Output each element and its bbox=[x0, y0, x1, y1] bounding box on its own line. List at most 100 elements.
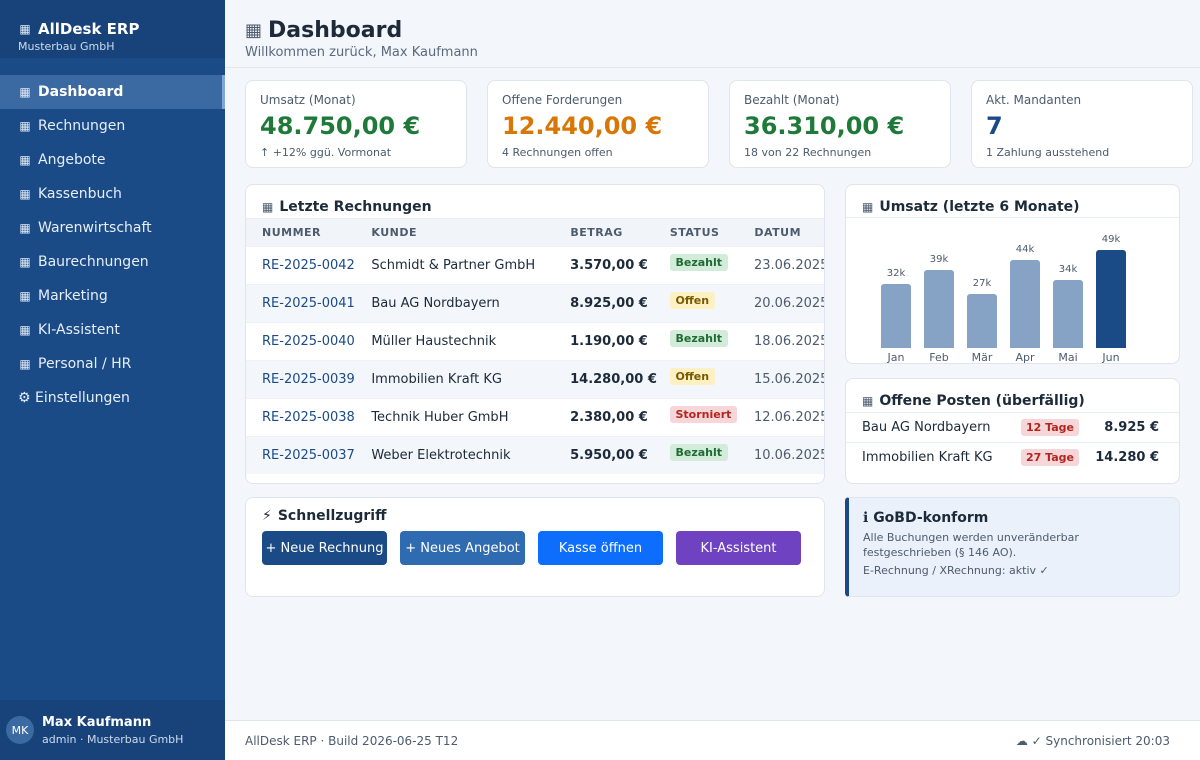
sidebar-item-cashbook[interactable]: ▦ Kassenbuch bbox=[0, 177, 225, 211]
sidebar-item-label: Rechnungen bbox=[38, 118, 126, 134]
sidebar-item-offer[interactable]: ▦ Angebote bbox=[0, 143, 225, 177]
col-status[interactable]: STATUS bbox=[669, 226, 720, 239]
avatar: MK bbox=[6, 716, 34, 744]
kpi-card: Akt. Mandanten 7 1 Zahlung ausstehend bbox=[971, 80, 1193, 168]
invoice-number-link[interactable]: RE-2025-0038 bbox=[262, 410, 355, 425]
table-row[interactable]: RE-2025-0041 Bau AG Nordbayern 8.925,00 € O… bbox=[246, 284, 824, 322]
cashbook-icon: ▦ bbox=[19, 187, 31, 201]
invoice-amount: 8.925,00 € bbox=[570, 296, 648, 311]
invoice-date: 23.06.2025 bbox=[753, 258, 825, 273]
col-betrag[interactable]: BETRAG bbox=[570, 226, 623, 239]
dashboard-icon: ▦ bbox=[19, 85, 31, 99]
kpi-card: Umsatz (Monat) 48.750,00 € ↑ +12% ggü. Vor… bbox=[245, 80, 467, 168]
revenue-chart-card: ▦ Umsatz (letzte 6 Monate) 32k Jan 39k Feb 2… bbox=[845, 184, 1180, 364]
bar-value-label: 27k bbox=[972, 278, 992, 289]
sidebar-item-hr[interactable]: ▦ Personal / HR bbox=[0, 347, 225, 381]
invoice-date: 18.06.2025 bbox=[753, 334, 825, 349]
new-offer-button[interactable]: + Neues Angebot bbox=[400, 531, 525, 565]
kpi-value: 7 bbox=[986, 112, 1003, 140]
sidebar-item-label: KI-Assistent bbox=[38, 322, 120, 338]
brand-title: AllDesk ERP bbox=[38, 20, 140, 38]
open-cash-button[interactable]: Kasse öffnen bbox=[538, 531, 663, 565]
bar-category-label: Mär bbox=[971, 351, 993, 364]
sidebar-item-label: Personal / HR bbox=[38, 356, 132, 372]
kpi-card: Offene Forderungen 12.440,00 € 4 Rechnunge… bbox=[487, 80, 709, 168]
overdue-amount: 14.280 € bbox=[1095, 450, 1159, 465]
table-row[interactable]: RE-2025-0042 Schmidt & Partner GmbH 3.570,… bbox=[246, 246, 824, 284]
gobd-note: E-Rechnung / XRechnung: aktiv ✓ bbox=[863, 564, 1049, 577]
invoice-date: 20.06.2025 bbox=[753, 296, 825, 311]
footer: AllDesk ERP · Build 2026-06-25 T12 ☁ ✓ S… bbox=[225, 720, 1200, 760]
overdue-row[interactable]: Immobilien Kraft KG 27 Tage 14.280 € bbox=[846, 442, 1179, 472]
grid-icon: ▦ bbox=[19, 22, 31, 36]
customer-name: Schmidt & Partner GmbH bbox=[371, 258, 536, 273]
bar-value-label: 34k bbox=[1058, 264, 1078, 275]
bar-category-label: Jun bbox=[1102, 351, 1120, 364]
kpi-label: Umsatz (Monat) bbox=[260, 93, 356, 107]
recent-invoices-card: ▦ Letzte Rechnungen NUMMER KUNDE BETRAG … bbox=[245, 184, 825, 484]
kpi-note: 4 Rechnungen offen bbox=[502, 146, 613, 159]
status-badge: Bezahlt bbox=[669, 254, 729, 271]
status-badge: Offen bbox=[669, 292, 716, 309]
kpi-value: 12.440,00 € bbox=[502, 112, 663, 140]
customer-name: Bau AG Nordbayern bbox=[371, 296, 500, 311]
sidebar-item-ai[interactable]: ▦ KI-Assistent bbox=[0, 313, 225, 347]
dashboard-icon: ▦ bbox=[245, 20, 263, 41]
invoice-number-link[interactable]: RE-2025-0037 bbox=[262, 448, 355, 463]
chart-bar[interactable] bbox=[967, 294, 997, 348]
bar-value-label: 49k bbox=[1101, 234, 1121, 245]
invoice-number-link[interactable]: RE-2025-0039 bbox=[262, 372, 355, 387]
sidebar: ▦ AllDesk ERP Musterbau GmbH ▦ Dashboard ▦… bbox=[0, 0, 225, 760]
table-row[interactable]: RE-2025-0039 Immobilien Kraft KG 14.280,00… bbox=[246, 360, 824, 398]
status-badge: Offen bbox=[669, 368, 716, 385]
table-header: NUMMER KUNDE BETRAG STATUS DATUM bbox=[246, 218, 824, 246]
page-header: ▦ Dashboard Willkommen zurück, Max Kaufm… bbox=[225, 0, 1200, 68]
sidebar-item-label: Kassenbuch bbox=[38, 186, 122, 202]
kpi-note: 1 Zahlung ausstehend bbox=[986, 146, 1110, 159]
sidebar-item-invoice[interactable]: ▦ Rechnungen bbox=[0, 109, 225, 143]
build-info: AllDesk ERP · Build 2026-06-25 T12 bbox=[245, 733, 459, 748]
sidebar-item-inventory[interactable]: ▦ Warenwirtschaft bbox=[0, 211, 225, 245]
kpi-card: Bezahlt (Monat) 36.310,00 € 18 von 22 Rech… bbox=[729, 80, 951, 168]
sidebar-item-gear[interactable]: ⚙ Einstellungen bbox=[0, 381, 225, 415]
sidebar-item-label: Dashboard bbox=[38, 84, 124, 100]
chart-bar[interactable] bbox=[1096, 250, 1126, 348]
gobd-info-card: ℹ GoBD-konform Alle Buchungen werden unv… bbox=[845, 497, 1180, 597]
overdue-customer: Bau AG Nordbayern bbox=[862, 420, 991, 435]
invoice-number-link[interactable]: RE-2025-0041 bbox=[262, 296, 355, 311]
customer-name: Immobilien Kraft KG bbox=[371, 372, 502, 387]
table-row[interactable]: RE-2025-0040 Müller Haustechnik 1.190,00 €… bbox=[246, 322, 824, 360]
overdue-row[interactable]: Bau AG Nordbayern 12 Tage 8.925 € bbox=[846, 412, 1179, 442]
chart-bar[interactable] bbox=[881, 284, 911, 348]
sidebar-item-construction[interactable]: ▦ Baurechnungen bbox=[0, 245, 225, 279]
table-row[interactable]: RE-2025-0038 Technik Huber GmbH 2.380,00 €… bbox=[246, 398, 824, 436]
status-badge: Bezahlt bbox=[669, 330, 729, 347]
sidebar-item-label: Warenwirtschaft bbox=[38, 220, 152, 236]
sidebar-item-marketing[interactable]: ▦ Marketing bbox=[0, 279, 225, 313]
chart-bar[interactable] bbox=[1053, 280, 1083, 348]
sidebar-nav: ▦ Dashboard ▦ Rechnungen ▦ Angebote ▦ Kassenbuc… bbox=[0, 75, 225, 415]
gobd-title: ℹ GoBD-konform bbox=[863, 510, 989, 526]
revenue-bar-chart: 32k Jan 39k Feb 27k Mär 44k Apr 34k Mai 49k Jun bbox=[846, 218, 1179, 364]
ai-assistant-button[interactable]: KI-Assistent bbox=[676, 531, 801, 565]
chart-bar[interactable] bbox=[1010, 260, 1040, 348]
sidebar-item-dashboard[interactable]: ▦ Dashboard bbox=[0, 75, 225, 109]
overdue-days-badge: 12 Tage bbox=[1021, 419, 1079, 436]
table-row[interactable]: RE-2025-0037 Weber Elektrotechnik 5.950,00… bbox=[246, 436, 824, 474]
new-invoice-button[interactable]: + Neue Rechnung bbox=[262, 531, 387, 565]
col-datum[interactable]: DATUM bbox=[754, 226, 802, 239]
bar-category-label: Mai bbox=[1058, 351, 1078, 364]
invoice-number-link[interactable]: RE-2025-0042 bbox=[262, 258, 355, 273]
invoice-number-link[interactable]: RE-2025-0040 bbox=[262, 334, 355, 349]
invoice-table-body: RE-2025-0042 Schmidt & Partner GmbH 3.570,… bbox=[246, 246, 824, 474]
brand-subtitle: Musterbau GmbH bbox=[18, 40, 115, 53]
sidebar-item-label: Baurechnungen bbox=[38, 254, 149, 270]
col-nummer[interactable]: NUMMER bbox=[262, 226, 322, 239]
invoice-amount: 5.950,00 € bbox=[570, 448, 648, 463]
overdue-amount: 8.925 € bbox=[1104, 420, 1159, 435]
user-profile[interactable]: MK Max Kaufmann admin · Musterbau GmbH bbox=[0, 700, 225, 760]
col-kunde[interactable]: KUNDE bbox=[371, 226, 418, 239]
kpi-label: Akt. Mandanten bbox=[986, 93, 1082, 107]
invoice-amount: 1.190,00 € bbox=[570, 334, 648, 349]
chart-bar[interactable] bbox=[924, 270, 954, 348]
